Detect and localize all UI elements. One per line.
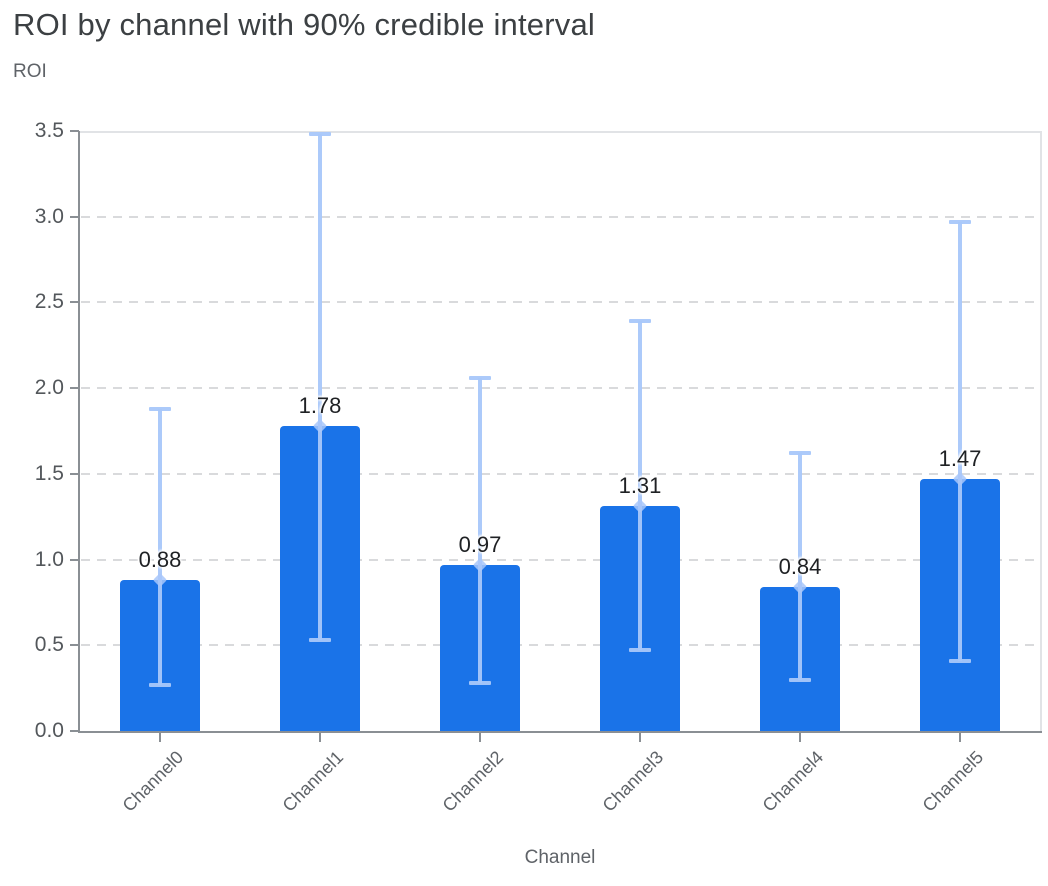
x-tick-label-channel1: Channel1: [278, 747, 348, 816]
error-bar-cap-bottom: [469, 681, 491, 685]
x-tick-label-channel4: Channel4: [758, 747, 828, 816]
bar-value-label: 0.97: [458, 531, 502, 557]
bar-value-label: 1.47: [938, 446, 982, 471]
gridline-1.5: [81, 472, 1039, 475]
error-bar-line: [958, 221, 962, 661]
y-tick-label: 1.5: [34, 461, 64, 485]
x-tick-channel4: [799, 733, 801, 742]
y-tick-label: 0.5: [34, 633, 64, 657]
x-tick-label-channel5: Channel5: [918, 747, 988, 816]
error-bar-cap-top: [949, 219, 971, 224]
bar-value-label: 1.31: [618, 473, 662, 499]
error-bar-cap-bottom: [309, 638, 331, 643]
error-bar-cap-bottom: [149, 682, 171, 687]
x-axis-title: Channel: [524, 847, 596, 868]
error-bar-line: [478, 377, 482, 683]
bar-value-label: 1.78: [298, 392, 342, 418]
error-bar-cap-top: [149, 406, 171, 411]
gridline-2.5: [81, 301, 1039, 304]
gridline-1.0: [81, 558, 1039, 561]
x-tick-channel0: [159, 733, 161, 742]
error-bar-cap-bottom: [629, 648, 651, 653]
error-bar-line: [158, 408, 162, 685]
y-axis-line: [78, 131, 80, 733]
error-bar-line: [318, 134, 322, 641]
x-tick-channel2: [479, 733, 481, 742]
y-tick-3.0: [70, 215, 79, 218]
error-bar-cap-bottom: [949, 658, 971, 663]
y-tick-label: 1.0: [34, 547, 64, 571]
gridline-3.0: [81, 215, 1039, 218]
y-tick-label: 3.5: [34, 119, 64, 142]
error-bar-line: [798, 453, 802, 680]
y-tick-label: 2.0: [34, 376, 64, 400]
x-tick-channel3: [639, 733, 641, 742]
error-bar-cap-bottom: [789, 677, 811, 682]
y-tick-1.5: [70, 472, 79, 475]
x-tick-channel1: [319, 733, 321, 742]
error-bar-cap-top: [309, 132, 331, 137]
plot-border-top: [80, 131, 1040, 133]
y-tick-1.0: [70, 558, 79, 561]
y-tick-label: 0.0: [34, 719, 64, 742]
gridline-2.0: [81, 387, 1039, 390]
error-bar-cap-top: [469, 375, 491, 380]
x-tick-label-channel2: Channel2: [438, 747, 508, 816]
x-axis-line: [78, 731, 1042, 733]
x-tick-channel5: [959, 733, 961, 742]
x-tick-label-channel3: Channel3: [598, 747, 668, 816]
bar-value-label: 0.84: [778, 554, 822, 579]
y-tick-0.5: [70, 644, 79, 647]
y-tick-label: 2.5: [34, 290, 64, 314]
plot-border-right: [1040, 131, 1042, 731]
bar-value-label: 0.88: [138, 547, 182, 573]
error-bar-cap-top: [789, 451, 811, 456]
y-axis-title: ROI: [13, 61, 47, 82]
x-tick-label-channel0: Channel0: [118, 747, 188, 816]
error-bar-line: [638, 321, 642, 651]
chart-title: ROI by channel with 90% credible interva…: [13, 7, 595, 42]
y-tick-label: 3.0: [34, 204, 64, 228]
y-tick-3.5: [70, 130, 79, 132]
y-tick-2.0: [70, 387, 79, 390]
y-tick-0.0: [70, 730, 79, 732]
gridline-0.5: [81, 644, 1039, 647]
y-tick-2.5: [70, 301, 79, 304]
error-bar-cap-top: [629, 319, 651, 324]
